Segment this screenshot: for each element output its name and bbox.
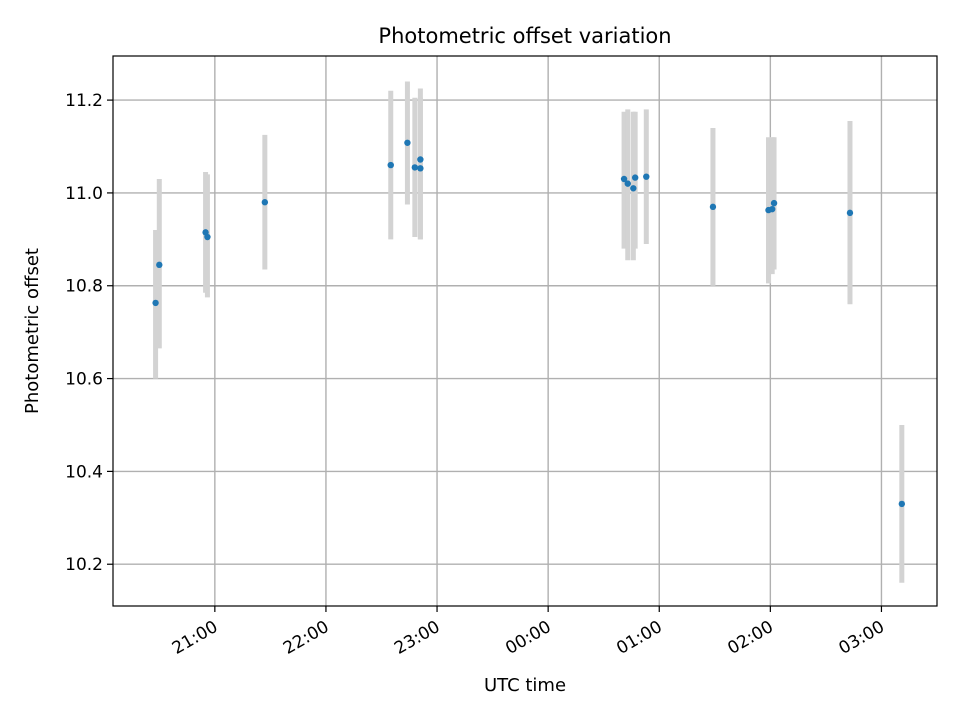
data-point	[643, 173, 650, 180]
data-point	[417, 156, 424, 163]
data-point	[630, 185, 637, 192]
data-point	[769, 205, 776, 213]
data-point	[709, 203, 717, 211]
data-point	[261, 199, 269, 206]
y-tick-label: 10.8	[65, 277, 103, 297]
data-point	[404, 139, 411, 146]
data-points	[152, 139, 906, 508]
y-tick-label: 11.0	[65, 184, 103, 204]
chart-title: Photometric offset variation	[378, 24, 671, 48]
data-point	[898, 500, 906, 508]
x-axis-label: UTC time	[484, 675, 566, 696]
y-tick-label: 11.2	[65, 91, 103, 111]
y-tick-label: 10.6	[65, 370, 103, 390]
data-point	[631, 174, 639, 181]
data-point	[204, 233, 211, 241]
data-point	[411, 164, 419, 171]
data-point	[624, 180, 631, 187]
data-point	[152, 299, 159, 307]
data-point	[770, 199, 778, 207]
y-axis-label: Photometric offset	[22, 248, 43, 414]
plot-frame	[112, 55, 938, 607]
data-point	[156, 261, 163, 269]
data-point	[620, 175, 628, 183]
y-tick-label: 10.4	[65, 462, 103, 482]
data-point	[387, 161, 394, 169]
data-point	[846, 209, 854, 217]
y-tick-label: 10.2	[65, 555, 103, 575]
data-point	[417, 165, 424, 172]
